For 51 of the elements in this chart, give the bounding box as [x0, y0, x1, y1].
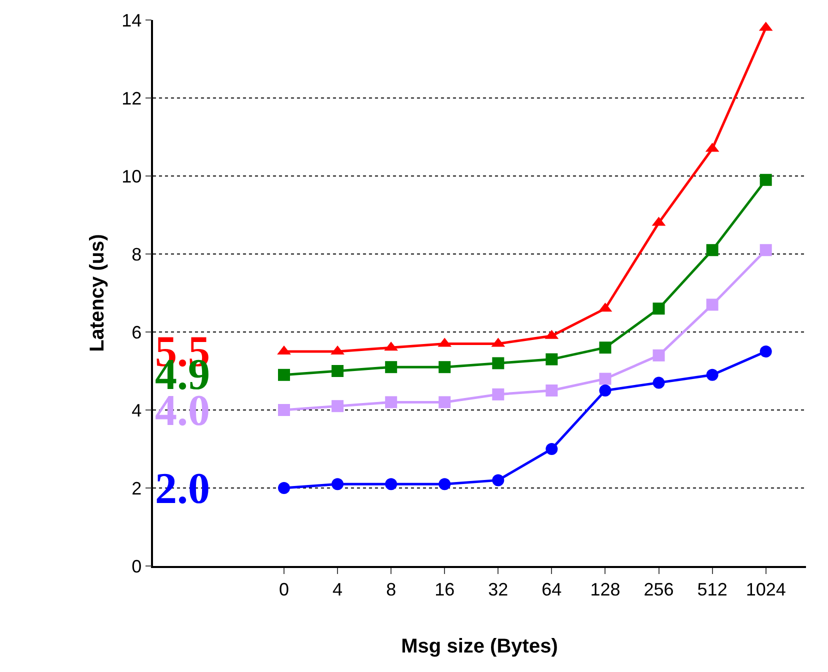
point — [492, 388, 504, 400]
point — [278, 368, 290, 381]
y-tick-label: 12 — [122, 88, 142, 108]
point — [546, 384, 558, 396]
point — [652, 349, 665, 362]
point — [599, 372, 612, 385]
point — [492, 474, 504, 486]
x-tick-label: 32 — [488, 579, 508, 600]
y-tick-label: 8 — [132, 244, 142, 264]
y-tick-label: 2 — [132, 478, 142, 498]
x-tick-label: 0 — [278, 579, 290, 600]
point — [332, 478, 344, 490]
point — [760, 346, 772, 358]
point — [332, 365, 344, 377]
x-tick-label: 64 — [542, 579, 562, 600]
x-tick-label: 16 — [434, 579, 455, 600]
y-tick-label: 0 — [132, 556, 142, 576]
point — [546, 443, 558, 455]
point — [438, 478, 451, 490]
point — [652, 302, 665, 315]
x-tick-label: 1024 — [746, 579, 786, 600]
y-tick-label: 4 — [132, 400, 142, 420]
y-tick-label: 10 — [122, 166, 142, 186]
point — [332, 400, 344, 412]
point — [599, 342, 612, 354]
point — [760, 174, 772, 186]
annotation: 2.0 — [155, 464, 210, 513]
x-tick-label: 8 — [386, 579, 396, 600]
y-axis-title: Latency (us) — [86, 234, 109, 352]
point — [760, 244, 772, 256]
y-tick-label: 6 — [132, 322, 142, 342]
x-tick-label: 512 — [697, 579, 728, 600]
point — [438, 396, 451, 408]
point — [706, 368, 718, 381]
point — [278, 404, 290, 416]
point — [546, 353, 558, 366]
point — [385, 361, 398, 374]
x-tick-label: 256 — [644, 579, 674, 600]
point — [652, 376, 665, 389]
point — [492, 357, 504, 370]
x-axis-title: Msg size (Bytes) — [401, 635, 558, 658]
point — [385, 396, 398, 408]
x-tick-label: 128 — [590, 579, 620, 600]
point — [438, 361, 451, 374]
point — [385, 478, 398, 490]
x-tick-label: 4 — [332, 579, 343, 600]
point — [599, 384, 612, 396]
point — [706, 244, 718, 256]
point — [278, 482, 290, 494]
point — [706, 298, 718, 311]
y-tick-label: 14 — [122, 10, 142, 30]
